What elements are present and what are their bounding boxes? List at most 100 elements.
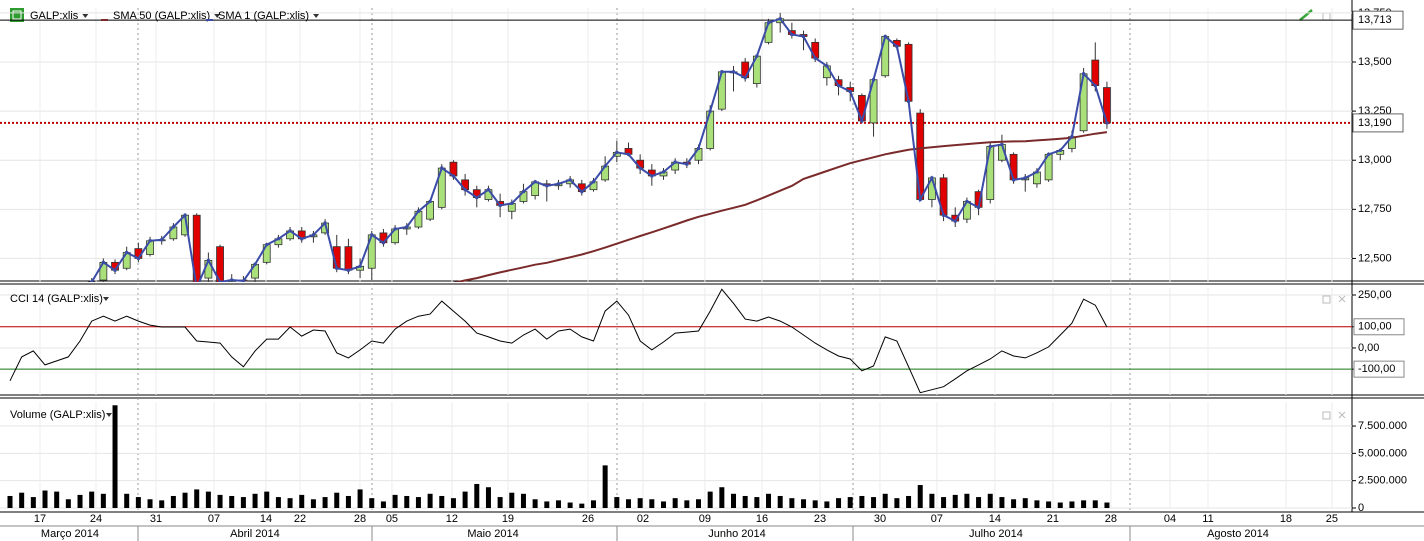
x-tick-label: 31: [150, 513, 162, 525]
sma1-point: [486, 188, 490, 192]
volume-bar: [380, 501, 386, 508]
sma1-point: [440, 166, 444, 170]
volume-bar: [7, 495, 13, 508]
volume-bar: [532, 499, 538, 508]
sma1-point: [1082, 72, 1086, 76]
close-button[interactable]: [1338, 411, 1346, 419]
price-marker-label: 13,713: [1358, 14, 1392, 26]
price-marker-box: [1352, 10, 1404, 30]
dropdown-arrow[interactable]: [313, 14, 320, 18]
sma1-point: [778, 17, 782, 21]
legend-entry[interactable]: SMA 50 (GALP:xlis): [113, 10, 210, 22]
volume-bar: [567, 502, 573, 508]
y-tick-label: 13,000: [1358, 154, 1392, 166]
sma1-point: [1012, 178, 1016, 182]
dropdown-arrow[interactable]: [214, 14, 221, 18]
y-tick-label: 2.500.000: [1358, 475, 1407, 487]
volume-bar: [485, 487, 491, 508]
volume-bar: [124, 493, 130, 508]
month-label: Maio 2014: [467, 528, 518, 540]
check-icon[interactable]: [1299, 9, 1313, 21]
volume-bar: [509, 492, 515, 508]
volume-bar: [836, 498, 842, 508]
x-tick-label: 07: [208, 513, 220, 525]
y-tick-label: -100,00: [1358, 363, 1395, 375]
x-tick-label: 19: [502, 513, 514, 525]
sma1-point: [685, 162, 689, 166]
sma1-point: [463, 188, 467, 192]
candle-body: [344, 246, 353, 271]
volume-bar: [719, 487, 725, 508]
sma1-point: [580, 190, 584, 194]
volume-bar: [1046, 501, 1052, 508]
volume-bar: [334, 492, 340, 508]
sma1-point: [802, 34, 806, 38]
candle-body: [1009, 153, 1018, 181]
sma1-point: [136, 256, 140, 260]
volume-bar: [1011, 499, 1017, 508]
x-tick-label: 17: [34, 513, 46, 525]
x-tick-label: 16: [756, 513, 768, 525]
sma1-point: [615, 150, 619, 154]
sma1-point: [603, 164, 607, 168]
legend-entry[interactable]: SMA 1 (GALP:xlis): [218, 10, 309, 22]
volume-bar: [1034, 500, 1040, 508]
sma1-point: [697, 146, 701, 150]
volume-bar: [859, 495, 865, 508]
sma1-point: [1035, 170, 1039, 174]
sma1-point: [428, 199, 432, 203]
panel-button[interactable]: [1322, 295, 1331, 304]
volume-bar: [77, 494, 83, 508]
close-button[interactable]: [1338, 295, 1346, 303]
candle-body: [811, 41, 820, 59]
sma1-point: [907, 99, 911, 103]
sma-line: [453, 131, 1108, 282]
volume-bar: [229, 495, 235, 508]
volume-bar: [952, 494, 958, 508]
sma1-point: [813, 56, 817, 60]
volume-bar: [275, 497, 281, 508]
y-tick-label: 0,00: [1358, 342, 1379, 354]
volume-bar: [450, 498, 456, 508]
volume-bar: [637, 498, 643, 508]
volume-bar: [555, 500, 561, 508]
sma1-point: [381, 241, 385, 245]
sma1-point: [638, 166, 642, 170]
sma1-point: [370, 233, 374, 237]
dropdown-arrow[interactable]: [106, 413, 112, 417]
y-tick-label: 100,00: [1358, 321, 1392, 333]
volume-bar: [941, 497, 947, 508]
volume-bar: [917, 485, 923, 508]
panel-button[interactable]: [1322, 411, 1331, 420]
sma1-point: [755, 54, 759, 58]
legend-entry[interactable]: GALP:xlis: [30, 10, 79, 22]
volume-bar: [182, 492, 188, 508]
x-tick-label: 02: [637, 513, 649, 525]
volume-bar: [427, 493, 433, 508]
sma1-point: [1047, 152, 1051, 156]
volume-bar: [929, 493, 935, 508]
volume-bar: [135, 497, 141, 508]
volume-bar: [404, 495, 410, 508]
x-tick-label: 24: [90, 513, 102, 525]
month-label: Agosto 2014: [1207, 528, 1269, 540]
volume-bar: [194, 489, 200, 508]
x-tick-label: 28: [354, 513, 366, 525]
volume-bar: [590, 500, 596, 508]
sma1-point: [860, 119, 864, 123]
volume-bar: [415, 497, 421, 508]
sma1-point: [895, 44, 899, 48]
x-tick-label: 07: [931, 513, 943, 525]
volume-bar: [1104, 502, 1110, 508]
volume-bar: [497, 497, 503, 508]
volume-bar: [544, 501, 550, 508]
month-label: Junho 2014: [708, 528, 766, 540]
sma1-point: [790, 33, 794, 37]
dropdown-arrow[interactable]: [103, 297, 109, 301]
y-tick-box: [1353, 360, 1405, 378]
dropdown-arrow[interactable]: [82, 14, 89, 18]
sma1-point: [160, 238, 164, 242]
x-tick-label: 05: [386, 513, 398, 525]
volume-bar: [89, 491, 95, 508]
